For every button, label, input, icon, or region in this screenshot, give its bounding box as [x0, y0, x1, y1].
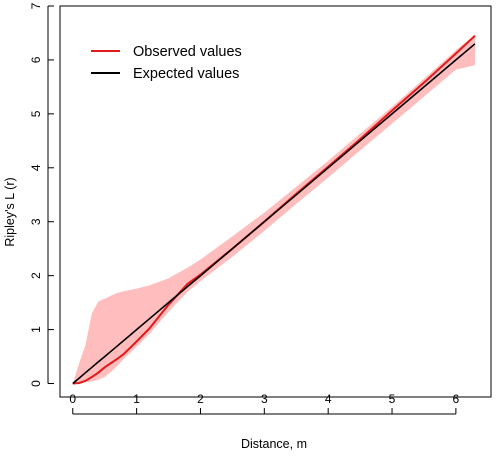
- x-tick-label: 4: [325, 392, 332, 406]
- expected-values-line: [72, 43, 476, 385]
- x-tick-label: 6: [453, 392, 460, 406]
- y-tick-label: 7: [29, 2, 43, 9]
- x-tick-label: 3: [261, 392, 268, 406]
- y-tick-label: 4: [29, 164, 43, 171]
- y-tick-label: 3: [29, 218, 43, 225]
- legend-label-observed: Observed values: [133, 44, 242, 60]
- x-tick-label: 1: [133, 392, 140, 406]
- y-tick-label: 5: [29, 110, 43, 117]
- y-axis: 0 1 2 3 4 5 6 7: [29, 2, 54, 387]
- y-tick-label: 6: [29, 56, 43, 63]
- confidence-envelope: [72, 34, 476, 384]
- x-axis: 0 1 2 3 4 5 6: [69, 392, 460, 415]
- y-tick-label: 2: [29, 272, 43, 279]
- x-tick-label: 2: [197, 392, 204, 406]
- x-axis-title: Distance, m: [241, 437, 307, 451]
- observed-values-line: [72, 34, 476, 385]
- legend: Observed values Expected values: [91, 44, 242, 82]
- legend-label-expected: Expected values: [133, 66, 239, 82]
- y-tick-label: 0: [29, 380, 43, 387]
- y-tick-label: 1: [29, 326, 43, 333]
- y-axis-title: Ripley's L (r): [3, 177, 17, 246]
- x-tick-label: 5: [389, 392, 396, 406]
- plot-frame: [59, 5, 492, 398]
- x-tick-label: 0: [69, 392, 76, 406]
